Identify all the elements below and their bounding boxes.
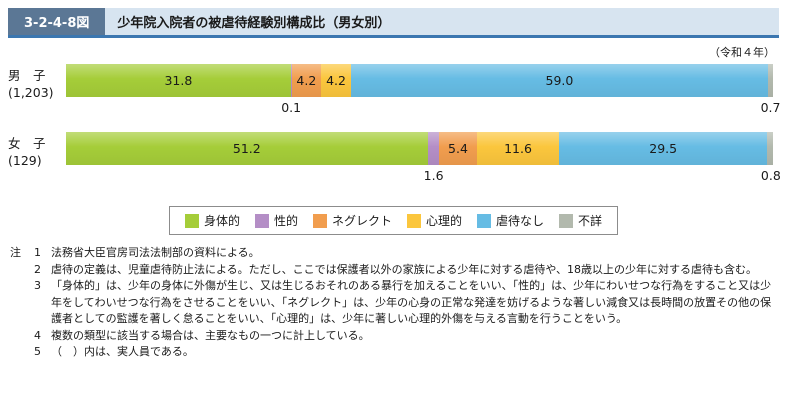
bar-segment-身体的: 51.2	[66, 132, 428, 165]
bar-area: 51.2 5.4 11.6 29.5 1.6 0.8	[66, 132, 781, 183]
bar-segment-ネグレクト: 5.4	[438, 132, 478, 165]
row-count: (129)	[8, 152, 42, 168]
legend-swatch	[407, 213, 421, 228]
bar-area: 31.8 4.2 4.2 59.0 0.1 0.7	[66, 64, 780, 115]
legend-item-不詳: 不詳	[559, 212, 602, 229]
row-category-label: 女 子 (129)	[8, 132, 66, 183]
note-number: 2	[34, 262, 41, 276]
note-text: 複数の類型に該当する場合は、主要なもの一つに計上している。	[51, 328, 370, 342]
legend-item-ネグレクト: ネグレクト	[312, 212, 392, 229]
bar-segment-ネグレクト: 4.2	[291, 64, 322, 97]
row-category: 女 子	[8, 136, 46, 151]
row-category-label: 男 子 (1,203)	[8, 64, 66, 115]
bar-row: 男 子 (1,203) 31.8 4.2 4.2 59.0 0.1 0.7	[8, 64, 780, 115]
note-item: 5 （ ）内は、実人員である。	[34, 344, 779, 361]
value-label: 5.4	[448, 141, 468, 156]
value-label-below: 1.6	[423, 168, 444, 183]
value-label: 59.0	[545, 73, 574, 88]
notes-prefix: 注	[10, 246, 21, 259]
legend-item-心理的: 心理的	[407, 212, 462, 229]
value-label: 29.5	[649, 141, 678, 156]
row-category: 男 子	[8, 68, 46, 83]
legend-swatch	[312, 213, 327, 228]
note-item: 1 法務省大臣官房司法法制部の資料による。	[34, 245, 779, 262]
note-text: 「身体的」は、少年の身体に外傷が生じ、又は生じるおそれのある暴行を加えることをい…	[51, 279, 772, 325]
bar-segment-虐待なし: 29.5	[558, 132, 768, 165]
bar-segment-性的	[290, 64, 292, 97]
figure-title: 少年院入院者の被虐待経験別構成比（男女別）	[105, 8, 779, 35]
legend-label: 不詳	[578, 214, 603, 228]
note-number: 4	[34, 328, 41, 342]
value-label-below: 0.7	[760, 100, 781, 115]
note-item: 2 虐待の定義は、児童虐待防止法による。ただし、ここでは保護者以外の家族による少…	[34, 262, 779, 279]
bar-segment-虐待なし: 59.0	[350, 64, 769, 97]
note-item: 4 複数の類型に該当する場合は、主要なもの一つに計上している。	[34, 328, 779, 345]
legend-label: 心理的	[426, 214, 463, 228]
note-number: 3	[34, 279, 41, 292]
legend-box: 身体的 性的 ネグレクト 心理的 虐待なし 不詳	[168, 206, 619, 235]
legend-swatch	[477, 213, 492, 228]
value-label-below: 0.1	[281, 100, 302, 115]
figure-header: 3-2-4-8図 少年院入院者の被虐待経験別構成比（男女別）	[8, 8, 779, 38]
legend-label: 虐待なし	[496, 214, 545, 228]
note-number: 1	[34, 246, 41, 259]
note-text: （ ）内は、実人員である。	[51, 345, 194, 358]
value-label-below: 0.8	[760, 168, 781, 183]
value-label: 4.2	[326, 73, 346, 88]
bar-track: 31.8 4.2 4.2 59.0	[66, 64, 773, 97]
legend-swatch	[254, 213, 269, 228]
note-item: 3 「身体的」は、少年の身体に外傷が生じ、又は生じるおそれのある暴行を加えること…	[34, 278, 779, 328]
bar-segment-心理的: 11.6	[477, 132, 559, 165]
bar-segment-身体的: 31.8	[66, 64, 291, 97]
legend-label: 性的	[273, 214, 298, 228]
legend-item-性的: 性的	[254, 212, 298, 229]
bars: 男 子 (1,203) 31.8 4.2 4.2 59.0 0.1 0.7 女 子 (129) 51…	[8, 64, 781, 183]
notes: 注 1 法務省大臣官房司法法制部の資料による。 2 虐待の定義は、児童虐待防止法…	[10, 245, 779, 361]
bar-segment-不詳	[767, 132, 773, 165]
value-label: 51.2	[232, 141, 261, 156]
legend-swatch	[559, 213, 574, 228]
note-text: 虐待の定義は、児童虐待防止法による。ただし、ここでは保護者以外の家族による少年に…	[51, 262, 758, 276]
bar-segment-性的	[427, 132, 439, 165]
legend: 身体的 性的 ネグレクト 心理的 虐待なし 不詳	[8, 206, 779, 235]
bar-track: 51.2 5.4 11.6 29.5	[66, 132, 773, 165]
figure-number: 3-2-4-8図	[8, 8, 106, 35]
note-number: 5	[34, 345, 41, 358]
value-label: 4.2	[296, 73, 317, 88]
legend-item-虐待なし: 虐待なし	[477, 212, 544, 229]
bar-segment-不詳	[768, 64, 773, 97]
legend-label: 身体的	[203, 214, 240, 228]
legend-label: ネグレクト	[331, 214, 392, 228]
bar-segment-心理的: 4.2	[321, 64, 351, 97]
row-count: (1,203)	[8, 84, 54, 100]
value-label: 11.6	[504, 141, 532, 156]
year-note: （令和４年）	[709, 46, 775, 59]
bar-row: 女 子 (129) 51.2 5.4 11.6 29.5 1.6 0.8	[8, 132, 781, 183]
notes-list: 1 法務省大臣官房司法法制部の資料による。 2 虐待の定義は、児童虐待防止法によ…	[34, 245, 779, 361]
value-label: 31.8	[164, 73, 193, 88]
note-text: 法務省大臣官房司法法制部の資料による。	[51, 246, 260, 259]
legend-item-身体的: 身体的	[184, 212, 240, 229]
legend-swatch	[184, 213, 199, 228]
